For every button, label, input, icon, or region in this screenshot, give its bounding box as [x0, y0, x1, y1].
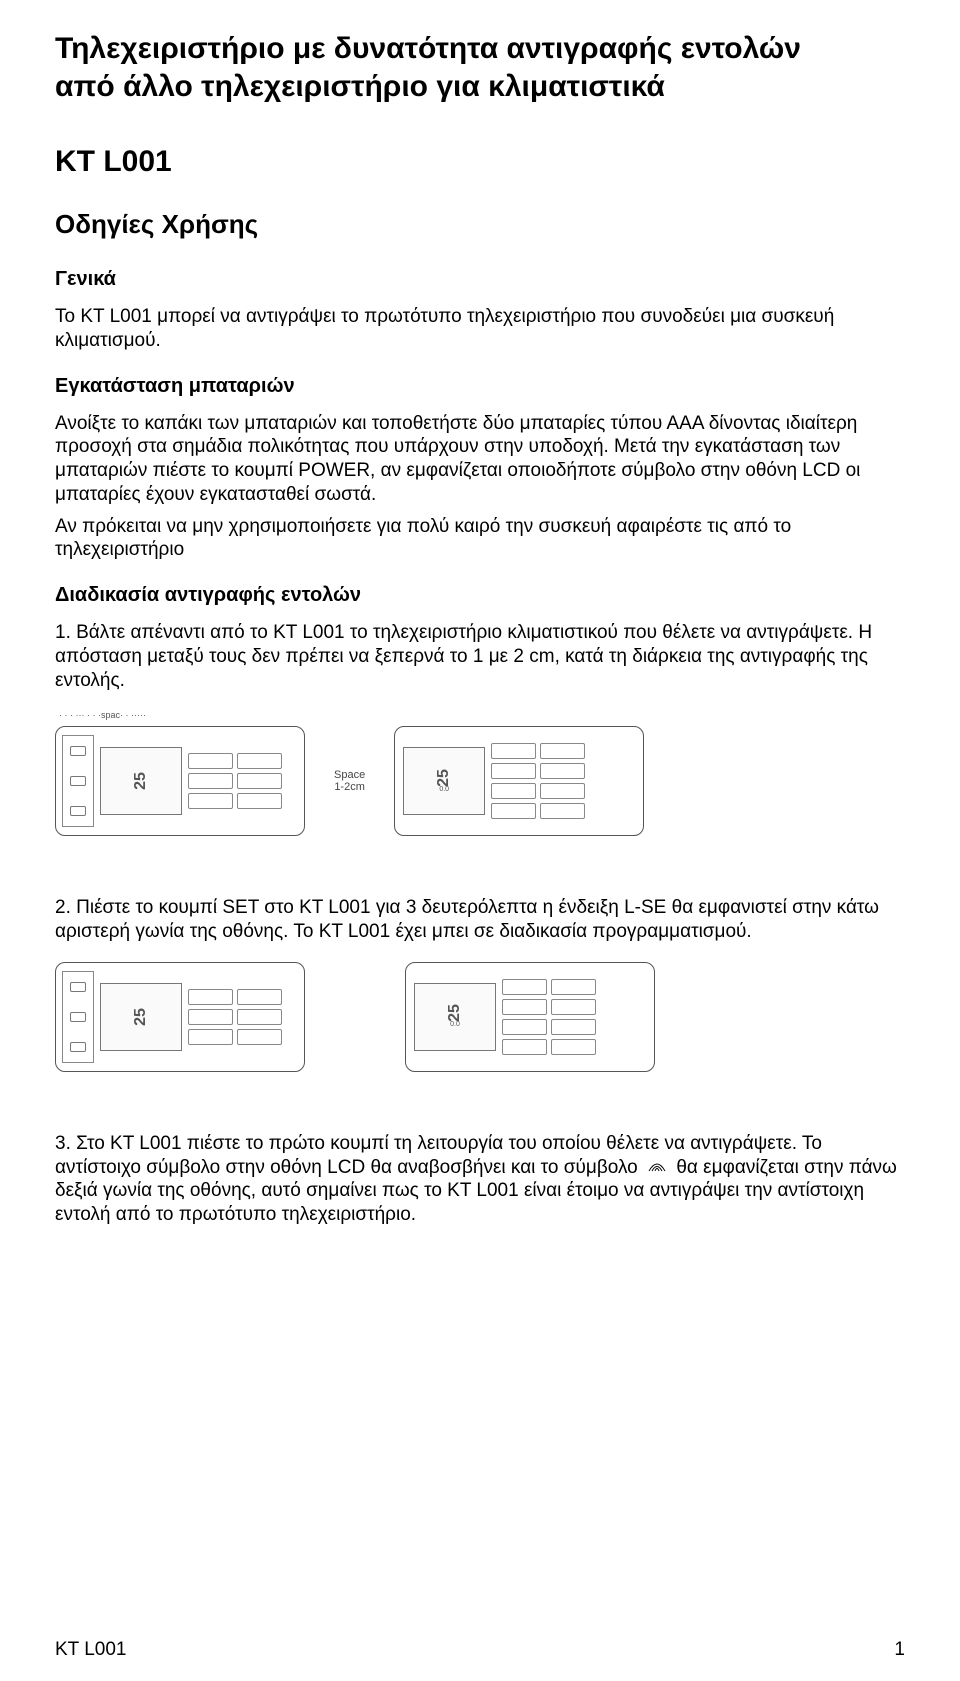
diagram-2: 25 25 0.0 [55, 962, 905, 1072]
lcd-screen: 25 0.0 [414, 983, 496, 1051]
remote-btn [237, 989, 282, 1005]
remote-btn [491, 803, 536, 819]
button-grid [188, 989, 282, 1045]
remote-btn [188, 753, 233, 769]
section-general-head: Γενικά [55, 268, 905, 291]
remote-btn [540, 763, 585, 779]
model-code: KT L001 [55, 145, 905, 179]
remote-btn [551, 1019, 596, 1035]
subtitle: Οδηγίες Χρήσης [55, 209, 905, 240]
remote-btn [237, 773, 282, 789]
remote-btn [551, 999, 596, 1015]
page-footer: KT L001 1 [55, 1639, 905, 1661]
remote-row-2: 25 25 0.0 [55, 962, 905, 1072]
diagram-overline: · · · ··· · · ·spac· · ····· [59, 710, 905, 720]
step-2: 2. Πιέστε το κουμπί SET στο KT L001 για … [55, 896, 905, 944]
remote-btn [237, 1009, 282, 1025]
remote-row-1: 25 Space 1-2cm 25 0.0 [55, 726, 905, 836]
section-install-body2: Αν πρόκειται να μην χρησιμοποιήσετε για … [55, 515, 905, 563]
space-label: Space 1-2cm [330, 769, 369, 793]
footer-left: KT L001 [55, 1639, 126, 1661]
remote-btn [237, 753, 282, 769]
dot-icon [70, 982, 86, 992]
remote-btn [237, 1029, 282, 1045]
remote-btn [188, 1029, 233, 1045]
section-general-body: Το ΚΤ L001 μπορεί να αντιγράψει το πρωτό… [55, 305, 905, 353]
title-line1: Τηλεχειριστήριο με δυνατότητα αντιγραφής… [55, 32, 801, 65]
footer-page-number: 1 [894, 1639, 905, 1661]
remote-btn [502, 979, 547, 995]
remote-btn [540, 803, 585, 819]
title-line2: από άλλο τηλεχειριστήριο για κλιματιστικ… [55, 70, 665, 103]
doc-title: Τηλεχειριστήριο με δυνατότητα αντιγραφής… [55, 30, 905, 105]
lcd-temp: 25 [436, 769, 452, 787]
dot-icon [70, 776, 86, 786]
remote-btn [551, 979, 596, 995]
remote-btn [188, 773, 233, 789]
remote-btn [540, 743, 585, 759]
diagram-1: · · · ··· · · ·spac· · ····· 25 [55, 710, 905, 836]
lcd-screen: 25 [100, 983, 182, 1051]
remote-ktl001: 25 0.0 [405, 962, 655, 1072]
remote-btn [188, 793, 233, 809]
remote-btn [502, 999, 547, 1015]
remote-btn [491, 763, 536, 779]
remote-btn [540, 783, 585, 799]
dot-icon [70, 1042, 86, 1052]
remote-ktl001: 25 0.0 [394, 726, 644, 836]
remote-side [62, 735, 94, 827]
lcd-temp: 25 [447, 1004, 463, 1022]
remote-btn [502, 1039, 547, 1055]
button-grid [502, 979, 596, 1055]
lcd-screen: 25 [100, 747, 182, 815]
section-copy-head: Διαδικασία αντιγραφής εντολών [55, 584, 905, 607]
remote-original: 25 [55, 726, 305, 836]
step-3: 3. Στο KT L001 πιέστε το πρώτο κουμπί τη… [55, 1132, 905, 1227]
document-page: Τηλεχειριστήριο με δυνατότητα αντιγραφής… [0, 0, 960, 1681]
step-1: 1. Βάλτε απέναντι από το KT L001 το τηλε… [55, 621, 905, 692]
dot-icon [70, 806, 86, 816]
space-l2: 1-2cm [334, 781, 365, 793]
section-install-head: Εγκατάσταση μπαταριών [55, 375, 905, 398]
remote-btn [551, 1039, 596, 1055]
dot-icon [70, 746, 86, 756]
lcd-temp: 25 [133, 1008, 149, 1026]
lcd-screen: 25 0.0 [403, 747, 485, 815]
remote-btn [491, 743, 536, 759]
remote-btn [237, 793, 282, 809]
lcd-temp: 25 [133, 772, 149, 790]
button-grid [491, 743, 585, 819]
remote-btn [188, 989, 233, 1005]
button-grid [188, 753, 282, 809]
section-install-body1: Ανοίξτε το καπάκι των μπαταριών και τοπο… [55, 412, 905, 507]
remote-btn [491, 783, 536, 799]
space-l1: Space [334, 769, 365, 781]
remote-btn [188, 1009, 233, 1025]
lcd-small: 0.0 [450, 1021, 460, 1028]
remote-side [62, 971, 94, 1063]
remote-btn [502, 1019, 547, 1035]
signal-icon [647, 1156, 667, 1180]
remote-original: 25 [55, 962, 305, 1072]
dot-icon [70, 1012, 86, 1022]
